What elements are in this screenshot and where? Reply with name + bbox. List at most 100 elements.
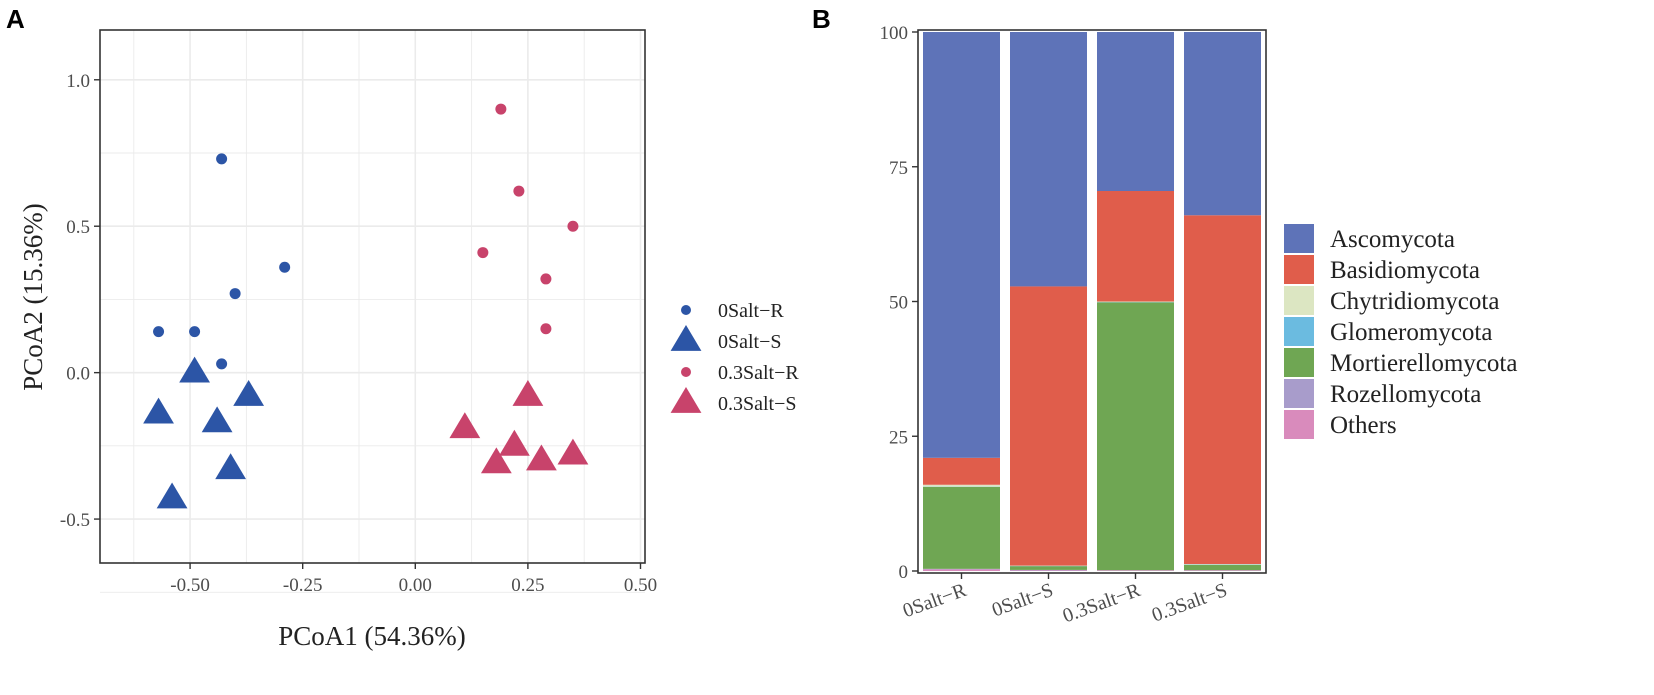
- pcoa-circle-point: [189, 326, 201, 338]
- bar-y-tick-label: 25: [889, 427, 908, 448]
- bar-legend-label: Rozellomycota: [1330, 381, 1481, 408]
- pcoa-triangle-point: [233, 380, 265, 406]
- bar-segment-mortierellomycota: [1184, 564, 1261, 571]
- bar-legend-label: Ascomycota: [1330, 226, 1455, 253]
- bar-legend: Ascomycota Basidiomycota Chytridiomycota Gl…: [1284, 224, 1517, 439]
- pcoa-legend-label: 0.3Salt−S: [718, 393, 797, 415]
- pcoa-x-tick-label: 0.50: [624, 575, 657, 596]
- bar-y-tick-label: 0: [899, 562, 909, 583]
- pcoa-x-axis-title: PCoA1 (54.36%): [278, 621, 466, 651]
- bar-segment-basidiomycota: [1184, 215, 1261, 564]
- bar-legend-label: Others: [1330, 412, 1397, 439]
- pcoa-y-ticks: -0.5 0.0 0.5 1.0: [60, 71, 100, 531]
- pcoa-legend-label: 0Salt−R: [718, 300, 784, 322]
- pcoa-circle-point: [513, 185, 525, 197]
- panel-b-stacked-bar: B 0 25 50 75 100 0Salt−R 0Salt−S 0.3Salt−R 0.3S…: [812, 4, 1517, 627]
- bar-segment-chytridiomycota: [923, 484, 1000, 487]
- bar-legend-label: Glomeromycota: [1330, 319, 1492, 346]
- panel-b-letter: B: [812, 4, 831, 34]
- pcoa-triangle-point: [526, 444, 557, 471]
- bar-legend-swatch: [1284, 255, 1314, 284]
- bar-segment-chytridiomycota: [1184, 563, 1261, 565]
- pcoa-triangle-point: [498, 429, 530, 456]
- pcoa-gridlines: [100, 30, 645, 593]
- pcoa-legend-label: 0.3Salt−R: [718, 362, 799, 384]
- bar-legend-swatch: [1284, 317, 1314, 346]
- bar-segment-others: [1184, 570, 1261, 571]
- bar-segment-others: [1010, 570, 1087, 571]
- bar-legend-swatch: [1284, 348, 1314, 377]
- bar-x-tick-label: 0Salt−R: [900, 579, 970, 622]
- pcoa-circle-point: [477, 247, 489, 259]
- bar-segment-mortierellomycota: [1010, 566, 1087, 570]
- bar-y-ticks: 0 25 50 75 100: [880, 23, 918, 583]
- bar-segment-mortierellomycota: [923, 486, 1000, 569]
- pcoa-triangle-point: [143, 397, 174, 424]
- pcoa-triangle-point: [215, 453, 247, 480]
- bar-legend-label: Chytridiomycota: [1330, 288, 1499, 315]
- panel-a-pcoa-scatter: A -0.50 -0.25 0.00 0.25 0.50 -0.5 0.0 0.5 1.0 P…: [6, 4, 799, 651]
- bar-segment-others: [923, 569, 1000, 571]
- pcoa-triangle-point: [480, 447, 512, 474]
- bar-segment-ascomycota: [1184, 32, 1261, 216]
- pcoa-triangle-point: [449, 412, 481, 439]
- bar-x-tick-label: 0.3Salt−S: [1149, 579, 1230, 627]
- panel-a-letter: A: [6, 4, 25, 34]
- bar-y-tick-label: 100: [880, 23, 909, 44]
- bar-x-tick-label: 0.3Salt−R: [1060, 579, 1144, 628]
- bar-segment-basidiomycota: [923, 457, 1000, 485]
- pcoa-x-tick-label: -0.50: [170, 575, 210, 596]
- pcoa-legend-label: 0Salt−S: [718, 331, 782, 353]
- bar-segment-mortierellomycota: [1097, 302, 1174, 571]
- bar-segment-rozellomycota: [923, 568, 1000, 570]
- bar-legend-swatch: [1284, 286, 1314, 315]
- pcoa-triangle-point: [512, 380, 544, 406]
- pcoa-y-axis-title: PCoA2 (15.36%): [18, 203, 48, 391]
- pcoa-circle-point: [216, 153, 228, 165]
- pcoa-triangle-point: [557, 438, 589, 465]
- pcoa-x-tick-label: 0.00: [399, 575, 432, 596]
- pcoa-points: [143, 103, 589, 509]
- pcoa-x-ticks: -0.50 -0.25 0.00 0.25 0.50: [170, 563, 657, 596]
- pcoa-y-tick-label: 1.0: [66, 71, 90, 92]
- pcoa-y-tick-label: -0.5: [60, 510, 90, 531]
- bar-segment-others: [1097, 570, 1174, 571]
- bar-segment-basidiomycota: [1097, 191, 1174, 302]
- bar-legend-label: Mortierellomycota: [1330, 350, 1517, 377]
- pcoa-x-tick-label: 0.25: [511, 575, 544, 596]
- bar-segment-ascomycota: [1097, 32, 1174, 192]
- pcoa-circle-point: [229, 288, 241, 300]
- pcoa-legend-key-triangle: [670, 324, 702, 351]
- pcoa-legend-key-circle: [681, 367, 691, 377]
- bar-legend-label: Basidiomycota: [1330, 257, 1480, 284]
- bar-segment-rozellomycota: [1010, 569, 1087, 571]
- pcoa-plot-area: [100, 30, 645, 563]
- bar-legend-swatch: [1284, 224, 1314, 253]
- bar-legend-swatch: [1284, 410, 1314, 439]
- pcoa-circle-point: [216, 358, 228, 370]
- bar-segment-basidiomycota: [1010, 286, 1087, 566]
- bar-segment-ascomycota: [1010, 32, 1087, 287]
- pcoa-circle-point: [279, 261, 291, 273]
- pcoa-panel-border: [99, 29, 646, 564]
- bar-x-tick-label: 0Salt−S: [989, 579, 1056, 621]
- pcoa-circle-point: [495, 103, 507, 115]
- pcoa-circle-point: [567, 220, 579, 232]
- stacked-bars: [923, 32, 1261, 571]
- bar-segment-ascomycota: [923, 32, 1000, 458]
- pcoa-y-tick-label: 0.5: [66, 217, 90, 238]
- pcoa-triangle-point: [156, 482, 188, 509]
- pcoa-x-tick-label: -0.25: [283, 575, 323, 596]
- bar-legend-swatch: [1284, 379, 1314, 408]
- pcoa-triangle-point: [201, 406, 233, 433]
- pcoa-legend: 0Salt−R 0Salt−S 0.3Salt−R 0.3Salt−S: [670, 300, 799, 415]
- pcoa-circle-point: [540, 323, 552, 335]
- bar-segment-chytridiomycota: [1097, 301, 1174, 303]
- bar-y-tick-label: 75: [889, 158, 908, 179]
- pcoa-y-tick-label: 0.0: [66, 364, 90, 385]
- pcoa-circle-point: [153, 326, 165, 338]
- pcoa-legend-key-triangle: [670, 386, 702, 413]
- pcoa-circle-point: [540, 273, 552, 285]
- pcoa-triangle-point: [179, 356, 210, 383]
